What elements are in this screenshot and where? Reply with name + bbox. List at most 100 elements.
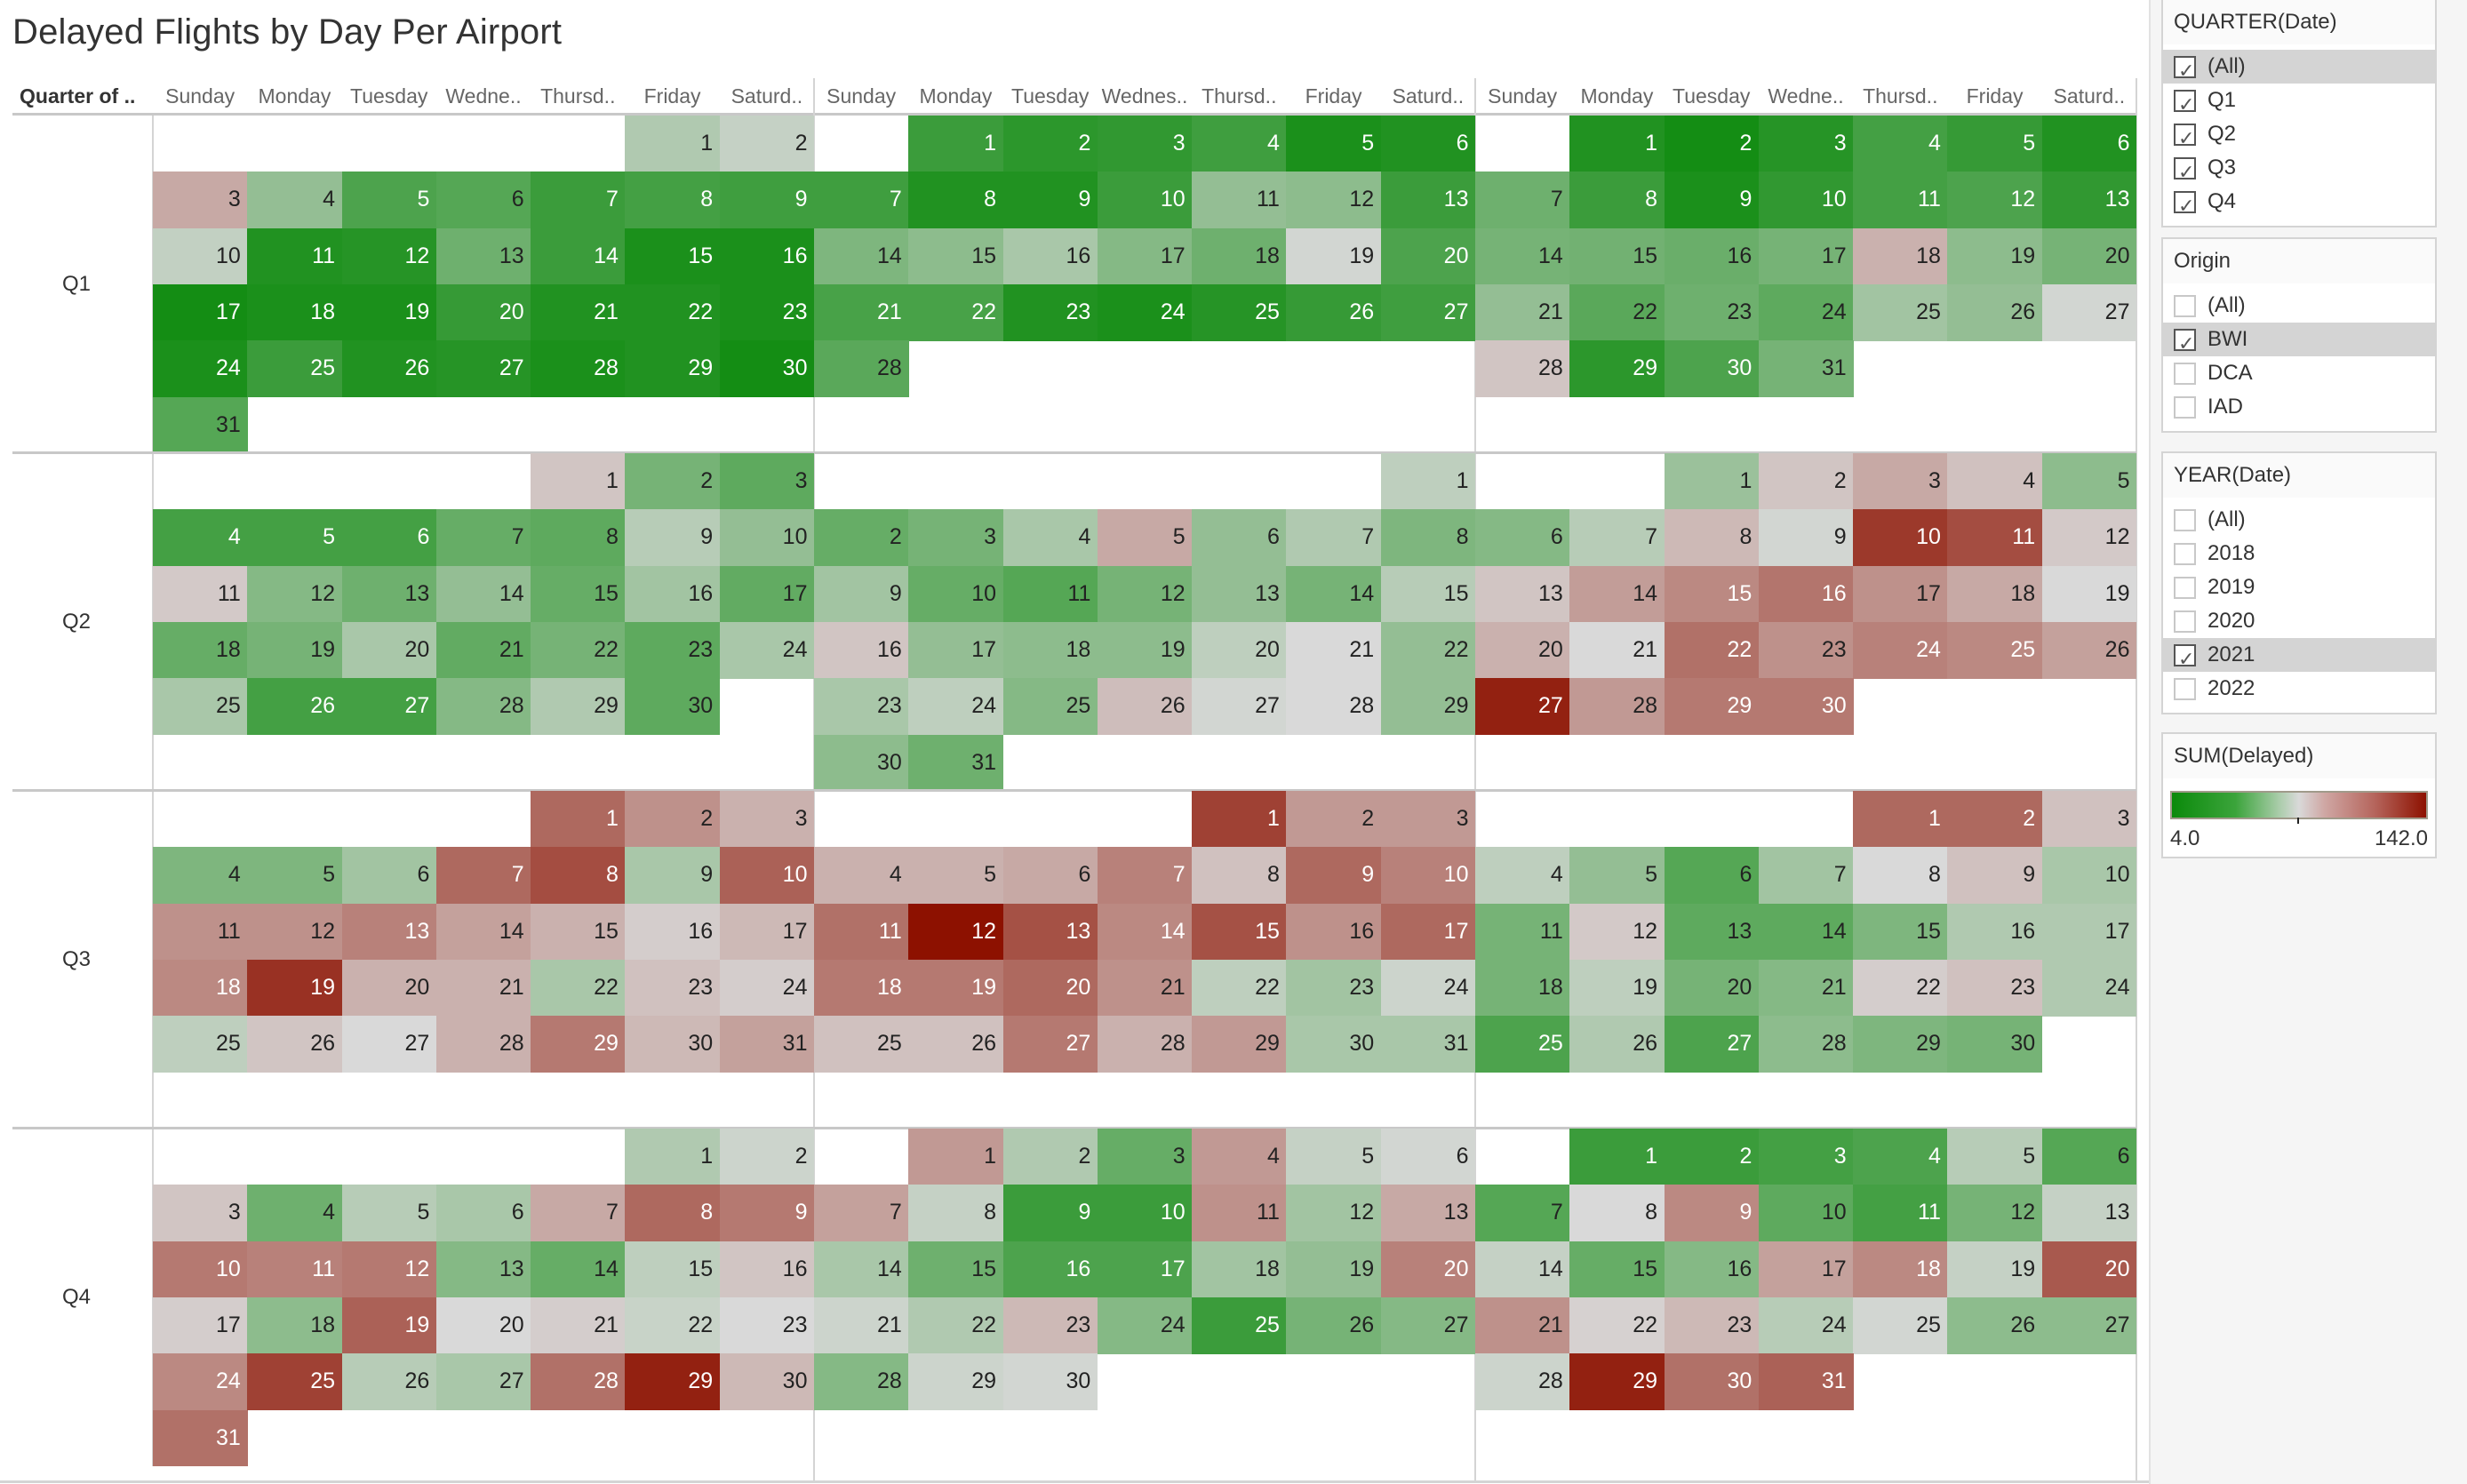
origin-filter-option[interactable]: (All) bbox=[2163, 289, 2435, 323]
day-cell[interactable]: 11 bbox=[247, 227, 343, 285]
quarter-label-q1[interactable]: Q1 bbox=[61, 272, 91, 296]
day-cell[interactable]: 22 bbox=[1380, 622, 1476, 679]
day-cell[interactable]: 23 bbox=[814, 678, 909, 736]
day-cell[interactable]: 14 bbox=[1569, 565, 1665, 623]
day-cell[interactable]: 12 bbox=[1097, 565, 1193, 623]
day-cell[interactable]: 2 bbox=[1664, 116, 1760, 172]
day-cell[interactable]: 6 bbox=[435, 1185, 531, 1242]
day-cell[interactable]: 20 bbox=[2041, 227, 2137, 285]
day-cell[interactable]: 22 bbox=[1569, 1297, 1665, 1354]
day-cell[interactable]: 8 bbox=[1569, 1185, 1665, 1242]
day-cell[interactable]: 17 bbox=[908, 622, 1004, 679]
day-cell[interactable]: 9 bbox=[1758, 509, 1854, 567]
day-cell[interactable]: 31 bbox=[1380, 1016, 1476, 1073]
checkbox-icon[interactable] bbox=[2174, 88, 2196, 122]
year-filter-option[interactable]: 2021 bbox=[2163, 638, 2435, 676]
day-cell[interactable]: 24 bbox=[719, 622, 815, 679]
day-cell[interactable]: 25 bbox=[247, 1353, 343, 1411]
day-cell[interactable]: 29 bbox=[531, 1016, 626, 1073]
day-header[interactable]: Sunday bbox=[826, 84, 897, 108]
day-cell[interactable]: 17 bbox=[1380, 903, 1476, 961]
quarter-label-q2[interactable]: Q2 bbox=[61, 610, 91, 634]
day-cell[interactable]: 7 bbox=[435, 847, 531, 905]
day-cell[interactable]: 20 bbox=[1664, 960, 1760, 1017]
day-cell[interactable]: 15 bbox=[1853, 903, 1948, 961]
day-cell[interactable]: 20 bbox=[1192, 622, 1287, 679]
day-cell[interactable]: 2 bbox=[1286, 791, 1382, 848]
day-cell[interactable]: 3 bbox=[1097, 1129, 1193, 1185]
day-cell[interactable]: 13 bbox=[1664, 903, 1760, 961]
day-cell[interactable]: 16 bbox=[1947, 903, 2043, 961]
day-cell[interactable]: 30 bbox=[1286, 1016, 1382, 1073]
day-cell[interactable]: 27 bbox=[2041, 1297, 2137, 1354]
day-cell[interactable]: 25 bbox=[814, 1016, 909, 1073]
day-cell[interactable]: 10 bbox=[153, 1241, 248, 1298]
day-cell[interactable]: 22 bbox=[531, 622, 626, 679]
day-cell[interactable]: 9 bbox=[625, 509, 721, 567]
day-cell[interactable]: 19 bbox=[1286, 227, 1382, 285]
day-cell[interactable]: 23 bbox=[1947, 960, 2043, 1017]
day-cell[interactable]: 24 bbox=[1853, 622, 1948, 679]
day-cell[interactable]: 5 bbox=[1097, 509, 1193, 567]
day-cell[interactable]: 31 bbox=[153, 1409, 248, 1467]
day-cell[interactable]: 26 bbox=[1286, 284, 1382, 341]
day-cell[interactable]: 11 bbox=[1192, 1185, 1287, 1242]
day-cell[interactable]: 23 bbox=[719, 284, 815, 341]
day-cell[interactable]: 28 bbox=[1569, 678, 1665, 736]
day-cell[interactable]: 11 bbox=[1947, 509, 2043, 567]
day-cell[interactable]: 13 bbox=[435, 1241, 531, 1298]
day-cell[interactable]: 7 bbox=[1286, 509, 1382, 567]
day-cell[interactable]: 14 bbox=[531, 1241, 626, 1298]
day-cell[interactable]: 5 bbox=[247, 847, 343, 905]
day-cell[interactable]: 2 bbox=[1002, 1129, 1098, 1185]
year-filter-option[interactable]: 2022 bbox=[2163, 672, 2435, 706]
day-cell[interactable]: 30 bbox=[625, 1016, 721, 1073]
day-cell[interactable]: 1 bbox=[625, 116, 721, 172]
day-cell[interactable]: 27 bbox=[435, 340, 531, 398]
day-cell[interactable]: 8 bbox=[531, 509, 626, 567]
day-cell[interactable]: 2 bbox=[1758, 453, 1854, 510]
day-cell[interactable]: 8 bbox=[1664, 509, 1760, 567]
day-cell[interactable]: 21 bbox=[1475, 1297, 1570, 1354]
day-cell[interactable]: 17 bbox=[153, 1297, 248, 1354]
day-cell[interactable]: 22 bbox=[625, 1297, 721, 1354]
day-header[interactable]: Saturd.. bbox=[2053, 84, 2126, 108]
year-filter-option[interactable]: 2019 bbox=[2163, 570, 2435, 604]
day-cell[interactable]: 31 bbox=[1758, 1353, 1854, 1411]
day-cell[interactable]: 20 bbox=[1475, 622, 1570, 679]
day-cell[interactable]: 21 bbox=[1569, 622, 1665, 679]
day-cell[interactable]: 8 bbox=[531, 847, 626, 905]
day-cell[interactable]: 29 bbox=[531, 678, 626, 736]
day-cell[interactable]: 9 bbox=[1947, 847, 2043, 905]
day-cell[interactable]: 18 bbox=[1192, 1241, 1287, 1298]
day-header[interactable]: Thursd.. bbox=[540, 84, 616, 108]
day-cell[interactable]: 10 bbox=[719, 509, 815, 567]
day-cell[interactable]: 18 bbox=[247, 284, 343, 341]
day-cell[interactable]: 16 bbox=[719, 1241, 815, 1298]
day-cell[interactable]: 24 bbox=[1097, 1297, 1193, 1354]
day-cell[interactable]: 9 bbox=[719, 172, 815, 229]
day-cell[interactable]: 5 bbox=[908, 847, 1004, 905]
day-cell[interactable]: 27 bbox=[1192, 678, 1287, 736]
day-cell[interactable]: 24 bbox=[1758, 284, 1854, 341]
day-cell[interactable]: 17 bbox=[1758, 227, 1854, 285]
day-cell[interactable]: 2 bbox=[1002, 116, 1098, 172]
day-cell[interactable]: 5 bbox=[1569, 847, 1665, 905]
checkbox-icon[interactable] bbox=[2174, 509, 2196, 531]
day-cell[interactable]: 3 bbox=[719, 791, 815, 848]
day-cell[interactable]: 20 bbox=[435, 284, 531, 341]
day-cell[interactable]: 1 bbox=[531, 453, 626, 510]
day-cell[interactable]: 10 bbox=[1758, 1185, 1854, 1242]
day-cell[interactable]: 14 bbox=[1097, 903, 1193, 961]
day-header[interactable]: Thursd.. bbox=[1863, 84, 1938, 108]
day-cell[interactable]: 27 bbox=[341, 678, 437, 736]
day-cell[interactable]: 18 bbox=[153, 960, 248, 1017]
day-cell[interactable]: 28 bbox=[531, 1353, 626, 1411]
day-cell[interactable]: 5 bbox=[1947, 1129, 2043, 1185]
year-filter-option[interactable]: 2018 bbox=[2163, 537, 2435, 570]
day-cell[interactable]: 16 bbox=[1002, 227, 1098, 285]
day-cell[interactable]: 7 bbox=[1475, 172, 1570, 229]
day-cell[interactable]: 16 bbox=[719, 227, 815, 285]
quarter-filter-option[interactable]: Q2 bbox=[2163, 117, 2435, 156]
day-cell[interactable]: 19 bbox=[341, 1297, 437, 1354]
